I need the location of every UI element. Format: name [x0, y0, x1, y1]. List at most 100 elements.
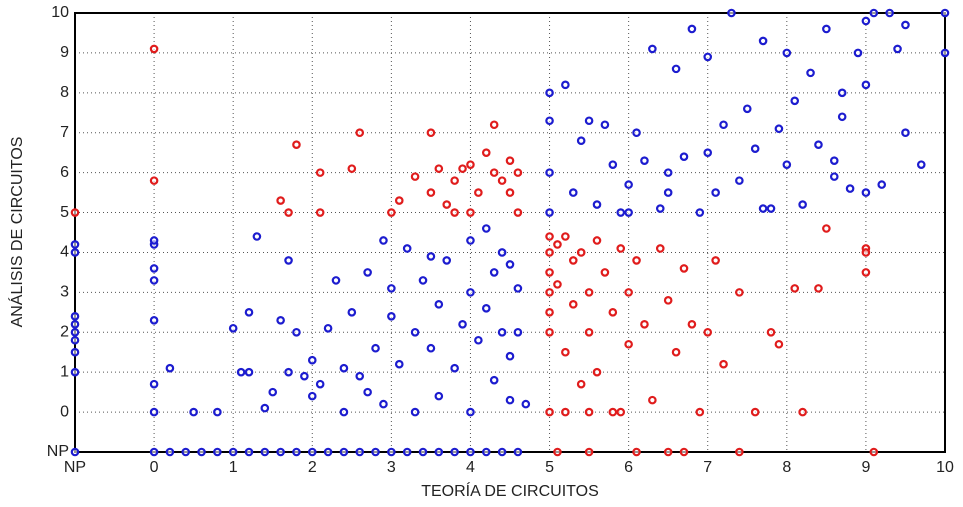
point — [355, 371, 365, 381]
point — [426, 128, 436, 138]
point — [315, 208, 325, 217]
point — [600, 268, 610, 277]
point — [466, 288, 475, 297]
point — [568, 300, 578, 309]
point — [458, 319, 467, 329]
point — [149, 44, 159, 54]
point — [387, 447, 396, 457]
point — [466, 208, 475, 217]
point — [497, 248, 507, 257]
y-tick-label: 3 — [60, 284, 69, 301]
point — [481, 148, 491, 157]
point — [845, 184, 855, 193]
point — [632, 256, 641, 265]
x-tick-label: 4 — [466, 459, 475, 476]
point — [735, 176, 744, 185]
point — [798, 407, 807, 417]
point — [505, 351, 515, 361]
point — [426, 252, 436, 261]
point — [434, 447, 444, 457]
x-tick-label: 6 — [624, 459, 633, 476]
point — [197, 447, 206, 457]
point — [513, 208, 523, 217]
point — [181, 447, 191, 457]
point — [410, 407, 420, 417]
point — [149, 407, 159, 417]
point — [624, 288, 633, 297]
x-tick-label: NP — [64, 459, 86, 476]
point — [371, 447, 380, 457]
x-tick-label: 1 — [229, 459, 238, 476]
point — [695, 208, 705, 217]
point — [798, 200, 807, 209]
y-tick-label: 8 — [60, 84, 69, 101]
point — [545, 308, 554, 317]
point — [339, 447, 349, 457]
point — [315, 168, 325, 177]
point — [466, 447, 475, 457]
point — [497, 176, 507, 185]
point — [624, 180, 633, 189]
point — [632, 128, 641, 138]
plot-frame — [74, 12, 946, 453]
point — [70, 367, 80, 377]
point — [679, 152, 689, 161]
point — [70, 347, 80, 357]
point — [489, 168, 499, 177]
point — [553, 280, 562, 289]
point — [885, 8, 894, 18]
point — [782, 48, 792, 58]
point — [474, 335, 483, 345]
point — [592, 367, 602, 377]
point — [149, 176, 159, 185]
point — [165, 447, 175, 457]
point — [434, 300, 444, 309]
point — [608, 308, 618, 317]
y-tick-label: 10 — [51, 4, 69, 21]
point — [750, 407, 760, 417]
point — [750, 144, 760, 153]
point — [149, 379, 159, 389]
point — [648, 44, 657, 54]
point — [545, 268, 554, 277]
point — [426, 343, 436, 353]
point — [940, 8, 950, 18]
point — [521, 399, 531, 409]
point — [584, 447, 594, 457]
point — [561, 232, 570, 241]
point — [869, 8, 879, 18]
point — [561, 80, 570, 90]
point — [679, 264, 689, 273]
point — [616, 407, 626, 417]
point — [829, 156, 839, 165]
point — [149, 315, 159, 325]
point — [671, 64, 681, 74]
point — [513, 284, 523, 293]
point — [307, 355, 317, 365]
point — [711, 188, 720, 197]
x-tick-label: 5 — [545, 459, 554, 476]
point — [236, 367, 246, 377]
point — [379, 236, 388, 245]
point — [418, 447, 428, 457]
x-tick-label: 3 — [387, 459, 396, 476]
point — [592, 236, 602, 245]
point — [822, 24, 831, 34]
point — [758, 204, 768, 213]
point — [648, 395, 657, 405]
point — [466, 407, 475, 417]
point — [687, 319, 697, 329]
point — [292, 327, 301, 337]
point — [458, 164, 467, 173]
point — [244, 367, 254, 377]
point — [489, 268, 499, 277]
point — [450, 363, 459, 373]
point — [671, 347, 681, 357]
point — [189, 407, 198, 417]
point — [861, 80, 871, 90]
point — [568, 188, 578, 197]
point — [561, 407, 570, 417]
y-axis-label: ANÁLISIS DE CIRCUITOS — [7, 137, 26, 328]
point — [711, 256, 720, 265]
point — [861, 188, 871, 197]
